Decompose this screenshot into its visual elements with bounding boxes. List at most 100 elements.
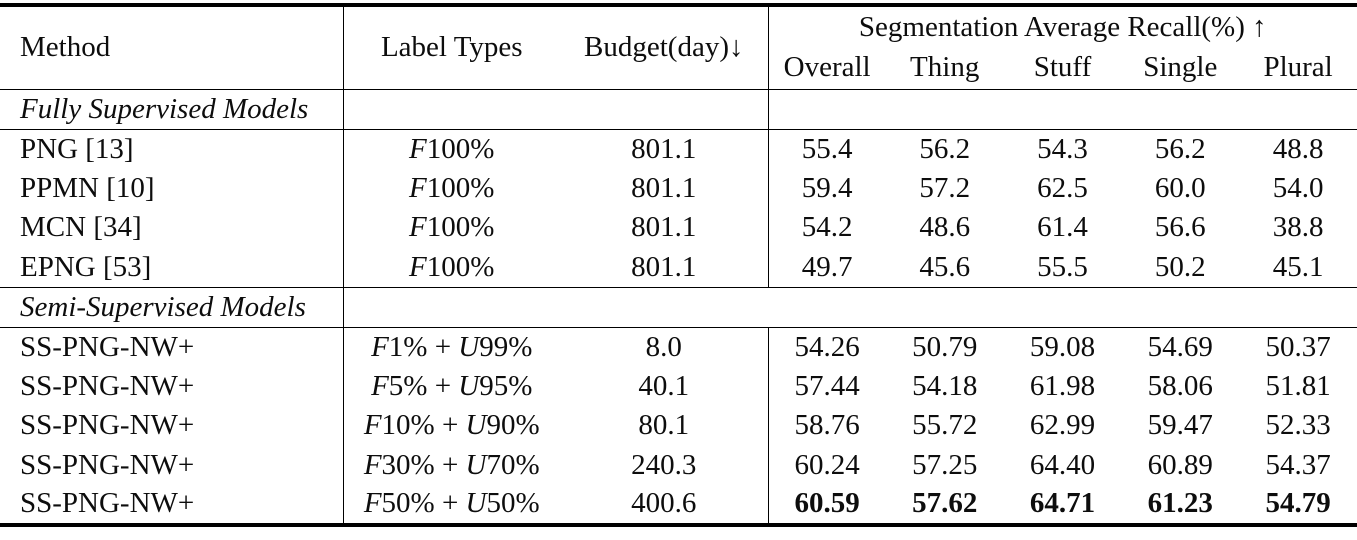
recall-cell: 55.5 [1037,250,1088,283]
recall-cell: 57.62 [912,487,978,520]
method-cell: SS-PNG-NW+ [0,366,344,406]
recall-cell: 54.69 [1147,330,1213,363]
recall-cell: 57.2 [919,171,971,204]
method-cell: PNG [13] [0,129,344,169]
budget-cell: 40.1 [638,369,690,402]
header-plural: Plural [1263,51,1333,84]
table-row: SS-PNG-NW+ F5% + U95% 40.1 57.44 54.18 61.98 5… [0,366,1357,406]
recall-cell: 61.98 [1029,369,1096,402]
table-body: Fully Supervised Models PNG [13] F100% 801.… [0,89,1357,525]
header-group-row: Method Label Types Budget(day)↓ Segmenta… [0,5,1357,89]
recall-cell: 58.06 [1147,369,1213,402]
recall-cell: 57.25 [912,448,978,481]
table-row: PNG [13] F100% 801.1 55.4 56.2 54.3 56.2 48.8 [0,129,1357,169]
section-spacer-seg [767,89,1357,129]
recall-cell: 54.2 [767,208,886,248]
recall-cell: 50.79 [912,330,978,363]
label-type-cell: F1% + U99% [371,330,533,363]
recall-cell: 62.5 [1037,171,1088,204]
label-type-cell: F100% [409,211,495,244]
table-row: SS-PNG-NW+ F30% + U70% 240.3 60.24 57.25 64.4… [0,445,1357,485]
budget-cell: 801.1 [631,250,697,283]
recall-cell: 55.72 [912,409,978,442]
method-cell: PPMN [10] [0,168,344,208]
label-type-cell: F100% [409,132,495,165]
recall-cell: 59.08 [1029,330,1096,363]
recall-cell: 60.89 [1147,448,1213,481]
budget-cell: 240.3 [631,448,697,481]
recall-cell: 52.33 [1265,409,1331,442]
recall-cell: 62.99 [1029,409,1096,442]
header-label-types: Label Types [380,31,523,64]
recall-cell: 51.81 [1265,369,1331,402]
recall-cell: 48.6 [919,211,971,244]
header-stuff: Stuff [1033,51,1092,84]
recall-cell: 48.8 [1272,132,1324,165]
budget-cell: 8.0 [645,330,682,363]
label-type-cell: F5% + U95% [371,369,533,402]
section-row: Fully Supervised Models [0,89,1357,129]
results-table: Method Label Types Budget(day)↓ Segmenta… [0,3,1357,527]
recall-cell: 56.2 [1154,132,1206,165]
header-overall: Overall [767,47,886,89]
recall-cell: 49.7 [767,247,886,287]
recall-cell: 61.23 [1147,487,1213,520]
label-type-cell: F50% + U50% [363,487,540,520]
recall-cell: 38.8 [1272,211,1324,244]
method-cell: SS-PNG-NW+ [0,327,344,367]
table-row: SS-PNG-NW+ F50% + U50% 400.6 60.59 57.62 64.7… [0,485,1357,525]
method-cell: EPNG [53] [0,247,344,287]
recall-cell: 54.0 [1272,171,1324,204]
recall-cell: 54.26 [767,327,886,367]
section-spacer [343,89,768,129]
header-segmentation-group: Segmentation Average Recall(%) ↑ [767,5,1357,47]
budget-cell: 80.1 [638,409,690,442]
recall-cell: 45.6 [919,250,971,283]
recall-cell: 60.0 [1154,171,1206,204]
recall-cell: 54.18 [912,369,978,402]
recall-cell: 61.4 [1037,211,1088,244]
header-method: Method [0,5,344,89]
method-cell: SS-PNG-NW+ [0,406,344,446]
budget-cell: 801.1 [631,132,697,165]
recall-cell: 45.1 [1272,250,1324,283]
method-cell: SS-PNG-NW+ [0,485,344,525]
section-spacer [343,287,1357,327]
recall-cell: 57.44 [767,366,886,406]
recall-cell: 64.40 [1029,448,1096,481]
recall-cell: 56.6 [1154,211,1206,244]
recall-cell: 60.59 [767,485,886,525]
budget-cell: 801.1 [631,171,697,204]
header-budget: Budget(day)↓ [584,31,744,64]
label-type-cell: F30% + U70% [363,448,540,481]
header-thing: Thing [910,51,980,84]
table-row: PPMN [10] F100% 801.1 59.4 57.2 62.5 60.0 54.0 [0,168,1357,208]
recall-cell: 59.47 [1147,409,1213,442]
recall-cell: 54.37 [1265,448,1331,481]
section-row: Semi-Supervised Models [0,287,1357,327]
recall-cell: 50.2 [1154,250,1206,283]
method-cell: MCN [34] [0,208,344,248]
recall-cell: 50.37 [1265,330,1331,363]
table-row: MCN [34] F100% 801.1 54.2 48.6 61.4 56.6 38.8 [0,208,1357,248]
recall-cell: 56.2 [919,132,971,165]
table-row: EPNG [53] F100% 801.1 49.7 45.6 55.5 50.2 45.1 [0,247,1357,287]
label-type-cell: F10% + U90% [363,409,540,442]
budget-cell: 400.6 [631,487,697,520]
table-row: SS-PNG-NW+ F10% + U90% 80.1 58.76 55.72 62.99… [0,406,1357,446]
recall-cell: 58.76 [767,406,886,446]
table-row: SS-PNG-NW+ F1% + U99% 8.0 54.26 50.79 59.08 54… [0,327,1357,367]
label-type-cell: F100% [409,171,495,204]
section-title: Semi-Supervised Models [0,287,344,327]
recall-cell: 54.3 [1037,132,1088,165]
header-single: Single [1143,51,1218,84]
recall-cell: 60.24 [767,445,886,485]
label-type-cell: F100% [409,250,495,283]
recall-cell: 55.4 [767,129,886,169]
budget-cell: 801.1 [631,211,697,244]
section-title: Fully Supervised Models [0,89,344,129]
recall-cell: 64.71 [1029,487,1096,520]
method-cell: SS-PNG-NW+ [0,445,344,485]
recall-cell: 59.4 [767,168,886,208]
